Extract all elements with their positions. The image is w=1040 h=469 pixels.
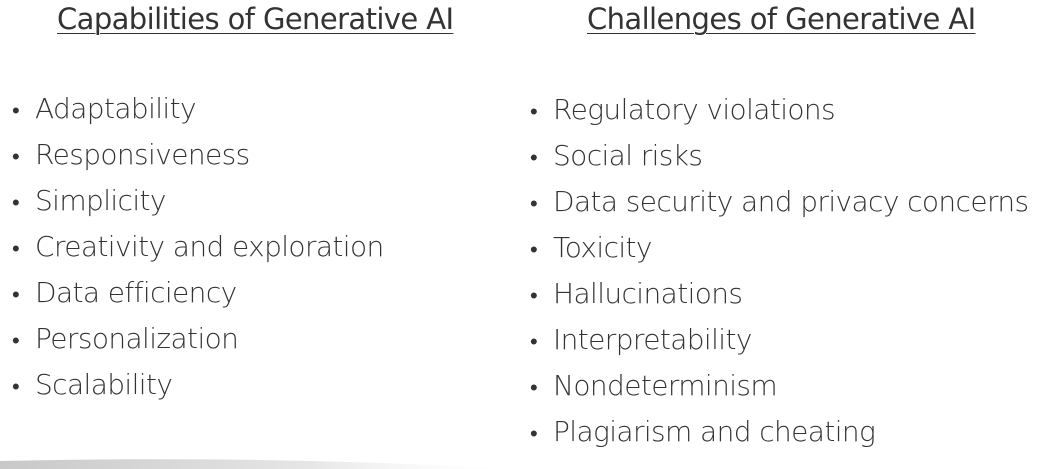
- capabilities-list: • Adaptability • Responsiveness • Simplicit…: [12, 92, 384, 414]
- bullet-icon: •: [530, 422, 538, 447]
- list-item: • Adaptability: [12, 92, 384, 138]
- list-item: • Nondeterminism: [530, 369, 1029, 415]
- list-item-label: Creativity and exploration: [35, 230, 384, 263]
- list-item: • Personalization: [12, 322, 384, 368]
- list-item: • Toxicity: [530, 231, 1029, 277]
- challenges-heading: Challenges of Generative AI: [587, 2, 976, 36]
- list-item-label: Data efficiency: [35, 276, 237, 309]
- bullet-icon: •: [530, 146, 538, 171]
- capabilities-heading: Capabilities of Generative AI: [57, 2, 454, 36]
- bullet-icon: •: [12, 283, 20, 308]
- footer-wedge-shape: [0, 459, 520, 469]
- bullet-icon: •: [12, 329, 20, 354]
- bullet-icon: •: [12, 99, 20, 124]
- footer-decoration: [0, 459, 520, 469]
- list-item-label: Simplicity: [35, 184, 166, 217]
- bullet-icon: •: [530, 192, 538, 217]
- list-item-label: Toxicity: [553, 231, 652, 264]
- list-item: • Creativity and exploration: [12, 230, 384, 276]
- list-item-label: Social risks: [553, 139, 703, 172]
- bullet-icon: •: [530, 376, 538, 401]
- list-item-label: Scalability: [35, 368, 173, 401]
- list-item: • Hallucinations: [530, 277, 1029, 323]
- bullet-icon: •: [530, 330, 538, 355]
- bullet-icon: •: [530, 284, 538, 309]
- list-item: • Interpretability: [530, 323, 1029, 369]
- list-item-label: Personalization: [35, 322, 239, 355]
- bullet-icon: •: [12, 375, 20, 400]
- list-item-label: Data security and privacy concerns: [553, 185, 1029, 218]
- list-item: • Simplicity: [12, 184, 384, 230]
- list-item: • Responsiveness: [12, 138, 384, 184]
- list-item: • Social risks: [530, 139, 1029, 185]
- list-item-label: Regulatory violations: [553, 93, 836, 126]
- list-item-label: Adaptability: [35, 92, 197, 125]
- list-item-label: Nondeterminism: [553, 369, 778, 402]
- challenges-list: • Regulatory violations • Social risks • Da…: [530, 93, 1029, 461]
- bullet-icon: •: [530, 238, 538, 263]
- list-item-label: Interpretability: [553, 323, 752, 356]
- bullet-icon: •: [12, 145, 20, 170]
- bullet-icon: •: [12, 237, 20, 262]
- list-item: • Scalability: [12, 368, 384, 414]
- list-item: • Plagiarism and cheating: [530, 415, 1029, 461]
- bullet-icon: •: [12, 191, 20, 216]
- list-item: • Data security and privacy concerns: [530, 185, 1029, 231]
- list-item: • Regulatory violations: [530, 93, 1029, 139]
- list-item: • Data efficiency: [12, 276, 384, 322]
- list-item-label: Hallucinations: [553, 277, 743, 310]
- list-item-label: Plagiarism and cheating: [553, 415, 876, 448]
- bullet-icon: •: [530, 100, 538, 125]
- list-item-label: Responsiveness: [35, 138, 250, 171]
